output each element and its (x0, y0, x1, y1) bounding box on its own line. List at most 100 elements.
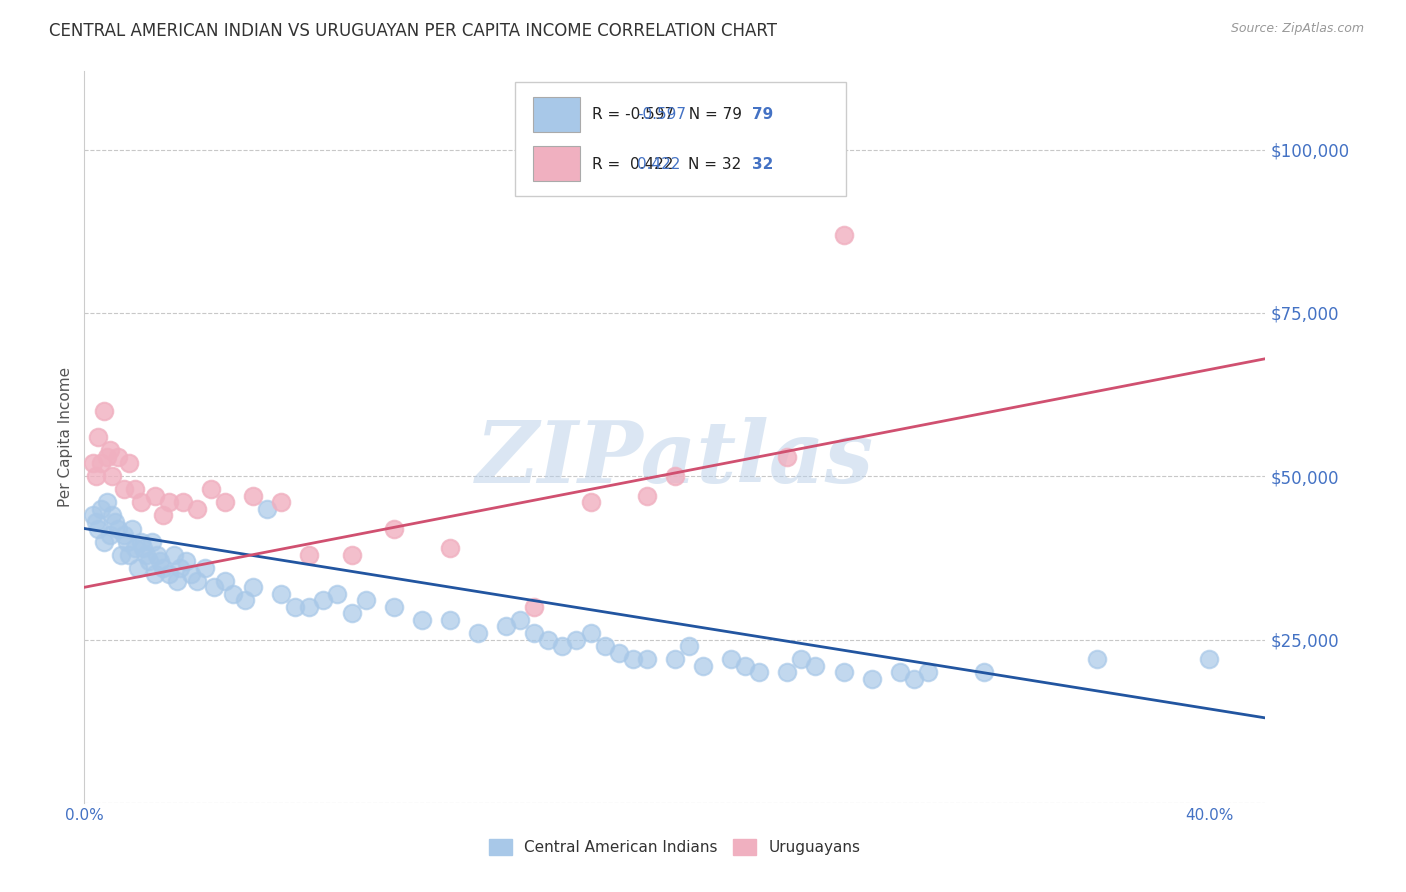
Point (157, 495, 180, 509)
Point (93, 534, 115, 549)
Point (107, 450, 129, 464)
Point (214, 495, 236, 509)
Point (579, 626, 602, 640)
Point (256, 502, 278, 516)
Point (112, 483, 135, 497)
Point (186, 574, 208, 588)
Point (664, 469, 686, 483)
Point (790, 652, 813, 666)
Point (121, 521, 143, 535)
Point (118, 548, 141, 562)
Point (298, 548, 321, 562)
Point (141, 534, 163, 549)
Point (973, 665, 995, 680)
Point (101, 469, 124, 483)
Text: 0.422: 0.422 (637, 158, 681, 172)
Point (149, 554, 172, 568)
Point (166, 574, 188, 588)
Point (340, 548, 363, 562)
Point (129, 495, 152, 509)
Point (860, 672, 883, 686)
Point (98, 528, 121, 542)
Point (748, 665, 770, 680)
Point (82, 456, 104, 470)
Text: -0.597: -0.597 (637, 107, 686, 122)
Point (298, 599, 321, 614)
Point (551, 639, 574, 653)
Point (180, 567, 202, 582)
Point (439, 613, 461, 627)
Point (152, 508, 174, 523)
Point (90, 502, 112, 516)
Point (200, 483, 222, 497)
Point (382, 599, 405, 614)
Point (186, 502, 208, 516)
Point (143, 567, 166, 582)
Point (104, 515, 127, 529)
Text: Source: ZipAtlas.com: Source: ZipAtlas.com (1230, 22, 1364, 36)
Text: R = -0.597   N = 79: R = -0.597 N = 79 (592, 107, 742, 122)
Legend: Central American Indians, Uruguayans: Central American Indians, Uruguayans (484, 833, 866, 861)
Point (93, 404, 115, 418)
Point (132, 541, 155, 555)
Point (593, 639, 616, 653)
Point (776, 665, 799, 680)
Point (101, 508, 124, 523)
Point (537, 632, 560, 647)
Point (832, 227, 855, 242)
Point (115, 534, 138, 549)
Point (621, 652, 644, 666)
Point (439, 541, 461, 555)
Text: 32: 32 (752, 158, 773, 172)
Point (96, 495, 118, 509)
Point (157, 567, 180, 582)
FancyBboxPatch shape (533, 97, 581, 132)
Point (832, 665, 855, 680)
Point (242, 580, 264, 594)
Point (172, 495, 194, 509)
Point (284, 599, 307, 614)
Point (340, 607, 363, 621)
Point (636, 652, 658, 666)
Point (107, 521, 129, 535)
Point (169, 560, 191, 574)
Point (90, 456, 112, 470)
Point (118, 456, 141, 470)
Point (135, 548, 157, 562)
Point (110, 548, 132, 562)
Point (889, 665, 911, 680)
Point (720, 652, 742, 666)
Point (98, 443, 121, 458)
Point (523, 599, 546, 614)
Point (636, 489, 658, 503)
Point (84, 469, 107, 483)
Point (664, 652, 686, 666)
Point (804, 658, 827, 673)
Point (222, 587, 245, 601)
Text: ZIPatlas: ZIPatlas (475, 417, 875, 500)
Point (270, 495, 292, 509)
Point (87, 521, 110, 535)
Point (84, 515, 107, 529)
Point (112, 528, 135, 542)
Text: R =  0.422   N = 32: R = 0.422 N = 32 (592, 158, 741, 172)
Point (152, 560, 174, 574)
Point (233, 593, 256, 607)
Point (146, 548, 169, 562)
Point (495, 619, 517, 633)
Point (411, 613, 433, 627)
Point (202, 580, 225, 594)
Point (124, 541, 146, 555)
Point (382, 521, 405, 535)
Point (312, 593, 335, 607)
Point (143, 489, 166, 503)
Point (82, 508, 104, 523)
Point (1198, 652, 1220, 666)
Point (1085, 652, 1108, 666)
Point (776, 450, 799, 464)
Point (509, 613, 531, 627)
Point (96, 450, 118, 464)
Point (678, 639, 700, 653)
Point (163, 548, 186, 562)
Point (214, 574, 236, 588)
